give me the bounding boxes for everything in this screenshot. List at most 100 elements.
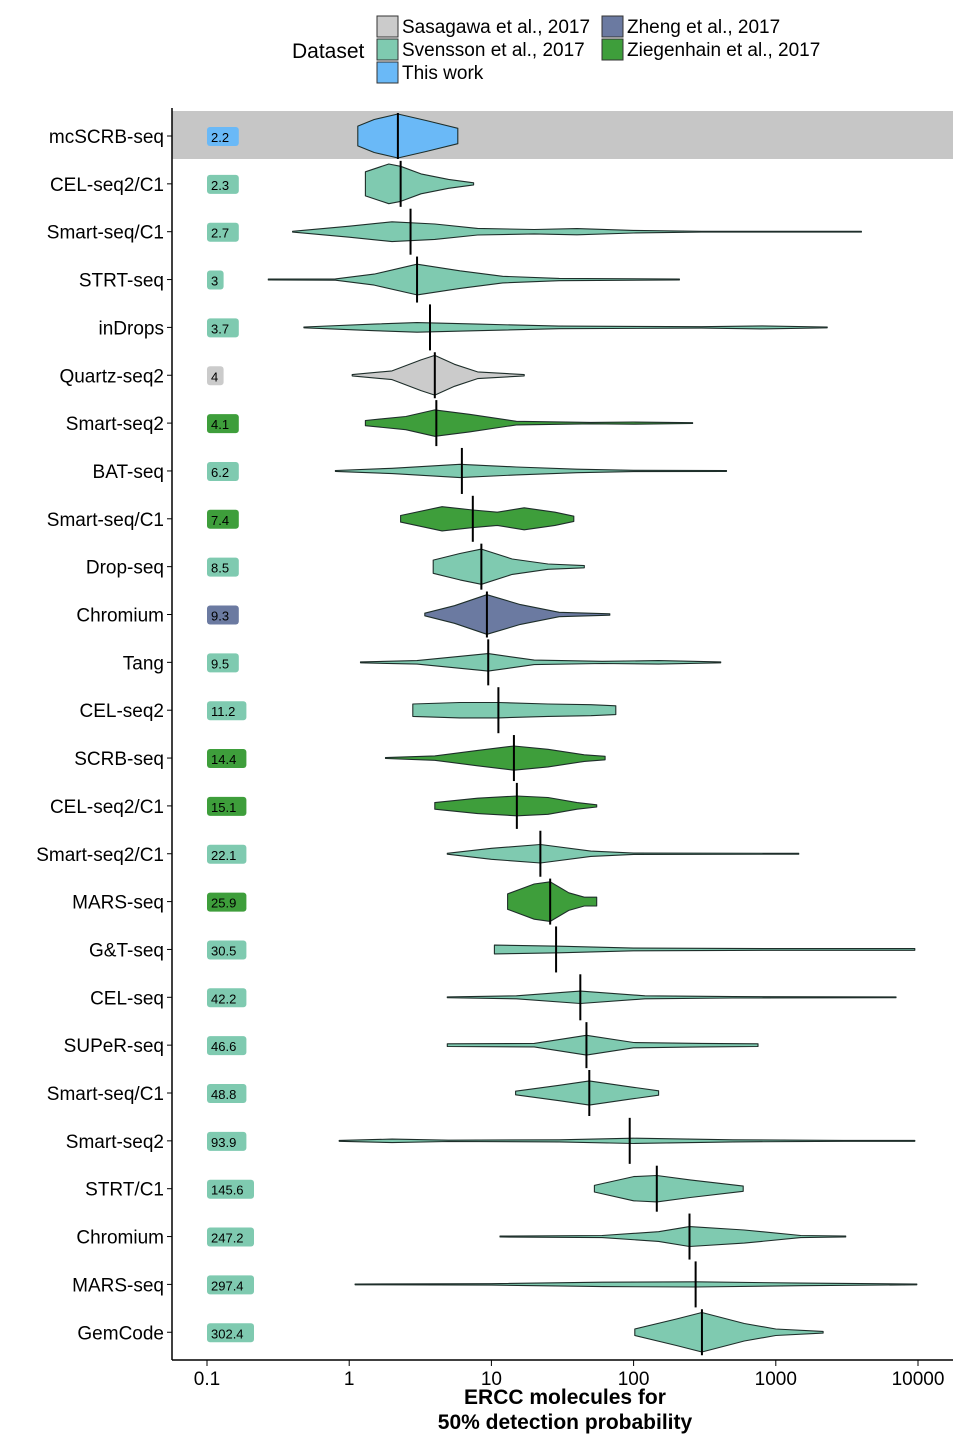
legend-swatch-thiswork bbox=[376, 61, 399, 84]
legend-label-svensson: Svensson et al., 2017 bbox=[402, 40, 585, 61]
median-badge bbox=[207, 127, 239, 146]
violin-shape bbox=[303, 322, 828, 333]
median-badge-label: 15.1 bbox=[211, 800, 236, 815]
rows-layer: mcSCRB-seq 2.2 CEL-seq2/C1 2.3 Smart-seq/C1 2… bbox=[36, 113, 918, 1356]
method-label: MARS-seq bbox=[72, 893, 164, 914]
method-label: Quartz-seq2 bbox=[59, 366, 164, 387]
median-badge bbox=[207, 892, 247, 912]
violin-row: Smart-seq2/C1 22.1 bbox=[36, 830, 800, 877]
median-badge bbox=[207, 1323, 254, 1343]
method-label: SUPeR-seq bbox=[64, 1036, 164, 1057]
violin-shape bbox=[515, 1080, 660, 1106]
x-axis-label: 50% detection probability bbox=[438, 1411, 693, 1434]
method-label: STRT-seq bbox=[79, 271, 164, 292]
violin-shape bbox=[434, 795, 598, 817]
violin-row: CEL-seq2 11.2 bbox=[80, 687, 617, 734]
legend: Dataset Sasagawa et al., 2017 Zheng et al.… bbox=[292, 15, 820, 84]
violin-shape bbox=[292, 221, 862, 243]
median-badge bbox=[207, 1084, 247, 1103]
method-label: Tang bbox=[123, 653, 164, 674]
median-badge bbox=[207, 796, 247, 816]
violin-shape bbox=[446, 843, 800, 864]
median-badge bbox=[207, 988, 247, 1008]
violin-row: STRT-seq 3 bbox=[79, 256, 680, 303]
median-badge-label: 2.7 bbox=[211, 226, 229, 241]
median-badge-label: 4 bbox=[211, 369, 218, 384]
median-badge-label: 11.2 bbox=[211, 704, 235, 719]
violin-row: Smart-seq/C1 2.7 bbox=[47, 208, 862, 255]
median-badge bbox=[207, 270, 224, 290]
median-badge-label: 93.9 bbox=[211, 1135, 236, 1150]
method-label: CEL-seq2 bbox=[80, 701, 165, 722]
median-badge bbox=[207, 174, 239, 194]
violin-shape bbox=[593, 1174, 744, 1203]
x-tick-label: 10 bbox=[481, 1369, 502, 1390]
x-tick-label: 1000 bbox=[755, 1369, 797, 1390]
method-label: CEL-seq2/C1 bbox=[50, 175, 164, 196]
median-badge-label: 22.1 bbox=[211, 848, 236, 863]
median-badge bbox=[207, 509, 239, 529]
violin-shape bbox=[446, 990, 897, 1005]
violin-shape bbox=[334, 463, 728, 479]
method-label: SCRB-seq bbox=[74, 749, 164, 770]
median-badge-label: 2.3 bbox=[211, 178, 229, 193]
method-label: Smart-seq/C1 bbox=[47, 1084, 164, 1105]
violin-row: BAT-seq 6.2 bbox=[93, 447, 728, 494]
violin-shape bbox=[267, 263, 680, 296]
median-badge-label: 2.2 bbox=[211, 130, 229, 145]
median-badge-label: 247.2 bbox=[211, 1231, 244, 1246]
median-badge bbox=[207, 844, 247, 864]
median-badge bbox=[207, 1131, 247, 1151]
legend-label-sasagawa: Sasagawa et al., 2017 bbox=[402, 17, 590, 38]
violin-row: SUPeR-seq 46.6 bbox=[64, 1022, 759, 1069]
median-badge bbox=[207, 940, 247, 960]
violin-row: Smart-seq/C1 48.8 bbox=[47, 1070, 660, 1116]
method-label: CEL-seq bbox=[90, 988, 164, 1009]
method-label: Smart-seq/C1 bbox=[47, 510, 164, 531]
violin-shape bbox=[354, 1281, 918, 1288]
method-label: G&T-seq bbox=[89, 940, 164, 961]
violin-shape bbox=[357, 113, 459, 159]
median-badge-label: 7.4 bbox=[211, 513, 229, 528]
violin-shape bbox=[400, 506, 575, 532]
median-badge bbox=[207, 557, 239, 577]
violin-row: CEL-seq2/C1 2.3 bbox=[50, 160, 475, 207]
median-badge bbox=[207, 414, 239, 434]
legend-swatch-zheng bbox=[601, 15, 624, 38]
method-label: inDrops bbox=[99, 318, 164, 339]
method-label: Smart-seq2 bbox=[66, 414, 164, 435]
median-badge bbox=[207, 605, 239, 625]
violin-row: CEL-seq 42.2 bbox=[90, 974, 897, 1021]
legend-label-thiswork: This work bbox=[402, 63, 484, 84]
violin-shape bbox=[424, 594, 611, 635]
violin-row: Smart-seq2 4.1 bbox=[66, 400, 694, 447]
median-badge bbox=[207, 749, 247, 769]
median-badge-label: 9.3 bbox=[211, 609, 229, 624]
median-badge-label: 297.4 bbox=[211, 1278, 244, 1293]
violin-shape bbox=[364, 409, 694, 437]
legend-label-zheng: Zheng et al., 2017 bbox=[627, 17, 780, 38]
median-badge-label: 25.9 bbox=[211, 896, 236, 911]
median-badge bbox=[207, 1179, 254, 1199]
median-badge-label: 6.2 bbox=[211, 465, 229, 480]
method-label: BAT-seq bbox=[93, 462, 164, 483]
median-badge bbox=[207, 318, 239, 338]
violin-row: Chromium 9.3 bbox=[76, 591, 611, 638]
violin-row: CEL-seq2/C1 15.1 bbox=[50, 782, 598, 829]
violin-row: mcSCRB-seq 2.2 bbox=[49, 113, 459, 159]
median-badge bbox=[207, 701, 247, 721]
violin-row: SCRB-seq 14.4 bbox=[74, 735, 606, 782]
median-badge-label: 46.6 bbox=[211, 1039, 236, 1054]
violin-row: Tang 9.5 bbox=[123, 639, 722, 686]
method-label: Smart-seq2 bbox=[66, 1132, 164, 1153]
violin-row: Smart-seq/C1 7.4 bbox=[47, 495, 575, 542]
legend-label-ziegenhain: Ziegenhain et al., 2017 bbox=[627, 40, 820, 61]
violin-row: Chromium 247.2 bbox=[76, 1213, 847, 1260]
median-badge-label: 302.4 bbox=[211, 1326, 244, 1341]
method-label: Chromium bbox=[76, 1228, 164, 1249]
violin-shape bbox=[507, 881, 598, 922]
violin-shape bbox=[351, 354, 525, 396]
x-axis-label: ERCC molecules for bbox=[464, 1386, 666, 1409]
method-label: Smart-seq/C1 bbox=[47, 223, 164, 244]
